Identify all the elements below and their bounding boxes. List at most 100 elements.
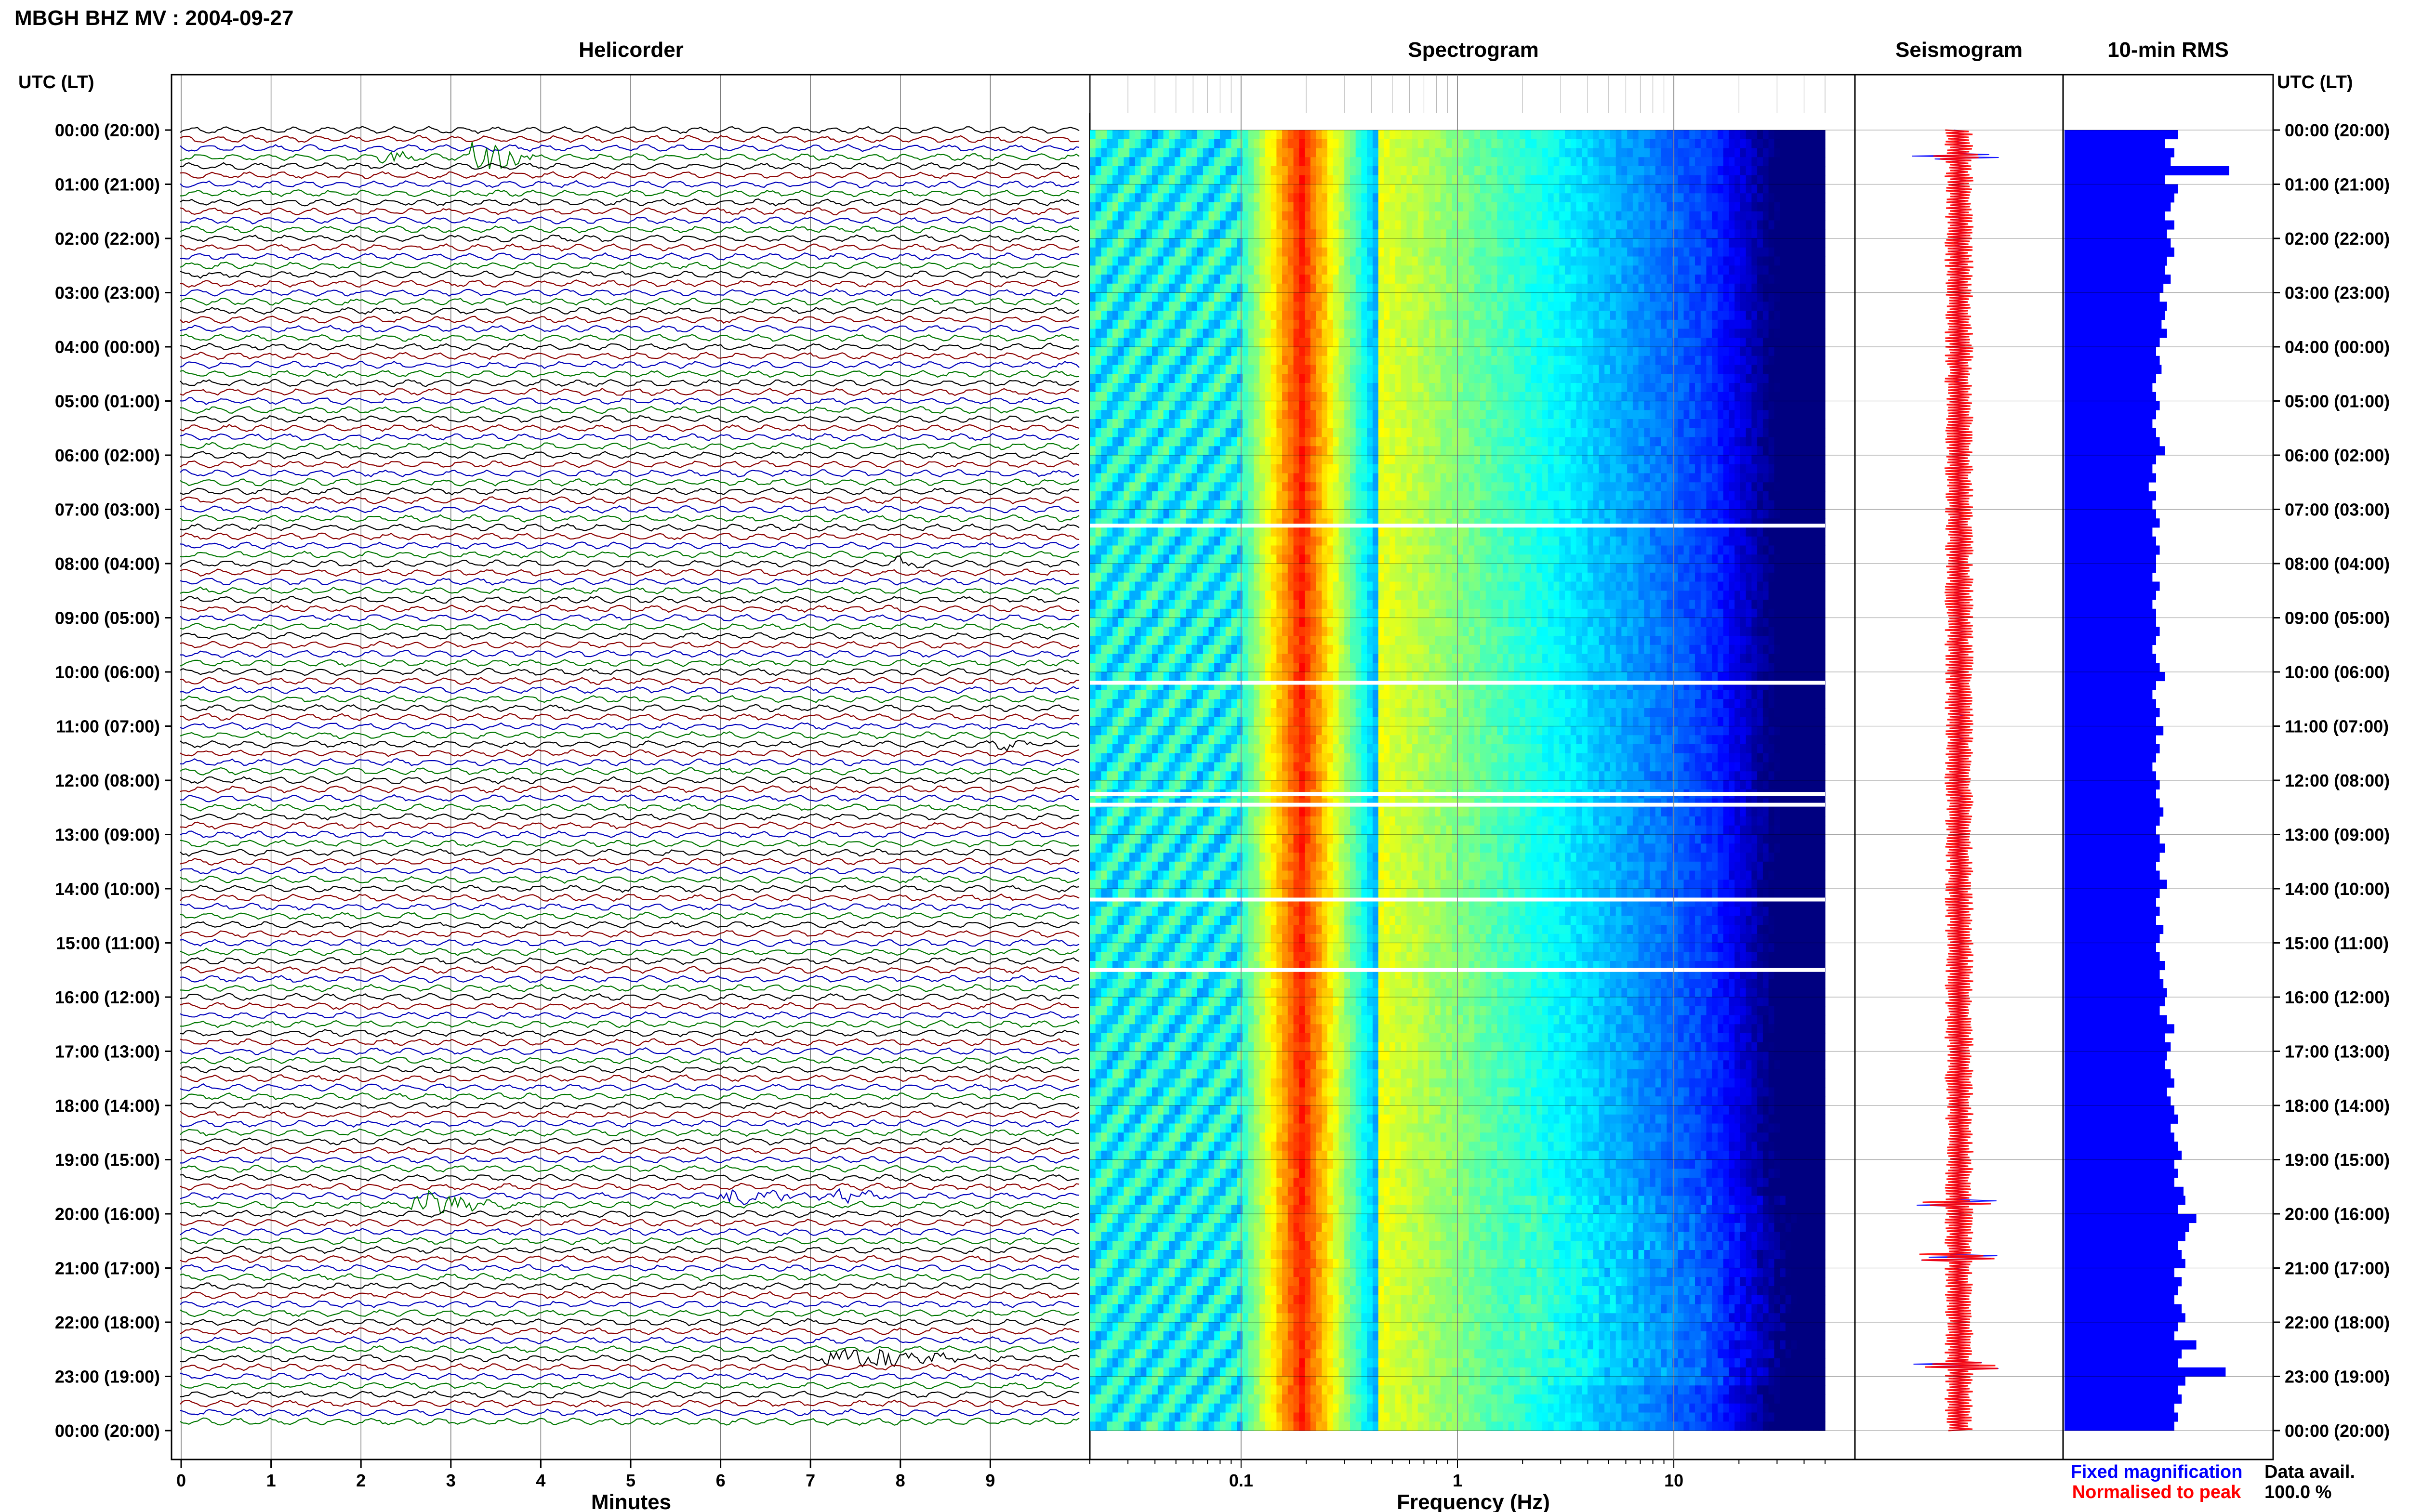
spectrogram-cell xyxy=(1350,229,1356,239)
spectrogram-cell xyxy=(1762,265,1769,275)
spectrogram-cell xyxy=(1327,374,1334,383)
spectrogram-cell xyxy=(1474,410,1481,420)
spectrogram-cell xyxy=(1565,428,1571,438)
spectrogram-cell xyxy=(1095,455,1101,465)
spectrogram-cell xyxy=(1627,410,1633,420)
spectrogram-cell xyxy=(1118,437,1124,447)
spectrogram-cell xyxy=(1785,193,1792,203)
spectrogram-cell xyxy=(1638,455,1644,465)
spectrogram-cell xyxy=(1208,311,1215,320)
spectrogram-cell xyxy=(1157,446,1164,456)
spectrogram-cell xyxy=(1237,437,1243,447)
spectrogram-cell xyxy=(1480,383,1486,393)
spectrogram-cell xyxy=(1333,329,1339,338)
spectrogram-cell xyxy=(1819,437,1826,447)
spectrogram-cell xyxy=(1762,211,1769,221)
spectrogram-cell xyxy=(1293,256,1299,266)
spectrogram-cell xyxy=(1542,374,1549,383)
spectrogram-cell xyxy=(1163,292,1169,302)
spectrogram-cell xyxy=(1780,319,1786,329)
spectrogram-cell xyxy=(1248,437,1254,447)
spectrogram-cell xyxy=(1667,410,1673,420)
spectrogram-cell xyxy=(1299,166,1305,176)
spectrogram-cell xyxy=(1819,311,1826,320)
spectrogram-cell xyxy=(1700,455,1707,465)
spectrogram-cell xyxy=(1259,401,1266,410)
spectrogram-cell xyxy=(1762,329,1769,338)
spectrogram-cell xyxy=(1531,238,1537,248)
spectrogram-cell xyxy=(1305,166,1311,176)
spectrogram-cell xyxy=(1610,365,1616,374)
spectrogram-cell xyxy=(1129,202,1136,212)
spectrogram-cell xyxy=(1220,166,1226,176)
spectrogram-cell xyxy=(1322,401,1328,410)
spectrogram-cell xyxy=(1299,292,1305,302)
spectrogram-cell xyxy=(1480,347,1486,356)
spectrogram-cell xyxy=(1480,428,1486,438)
spectrogram-cell xyxy=(1740,220,1747,230)
spectrogram-cell xyxy=(1689,347,1695,356)
spectrogram-cell xyxy=(1768,392,1774,402)
spectrogram-cell xyxy=(1791,184,1797,194)
spectrogram-cell xyxy=(1802,184,1809,194)
spectrogram-cell xyxy=(1406,139,1413,149)
spectrogram-cell xyxy=(1435,130,1441,140)
spectrogram-cell xyxy=(1355,184,1362,194)
spectrogram-cell xyxy=(1480,392,1486,402)
spectrogram-cell xyxy=(1118,184,1124,194)
spectrogram-cell xyxy=(1157,139,1164,149)
spectrogram-cell xyxy=(1582,446,1588,456)
spectrogram-cell xyxy=(1700,275,1707,284)
spectrogram-cell xyxy=(1683,166,1690,176)
helicorder-trace xyxy=(180,1348,1080,1368)
spectrogram-cell xyxy=(1157,437,1164,447)
spectrogram-cell xyxy=(1406,338,1413,347)
spectrogram-cell xyxy=(1650,319,1656,329)
spectrogram-cell xyxy=(1463,130,1469,140)
spectrogram-cell xyxy=(1553,392,1560,402)
spectrogram-cell xyxy=(1440,220,1447,230)
spectrogram-cell xyxy=(1661,347,1667,356)
spectrogram-cell xyxy=(1423,175,1430,185)
spectrogram-cell xyxy=(1615,283,1622,293)
spectrogram-cell xyxy=(1254,283,1260,293)
spectrogram-cell xyxy=(1751,283,1758,293)
spectrogram-cell xyxy=(1378,229,1384,239)
spectrogram-cell xyxy=(1570,283,1577,293)
spectrogram-cell xyxy=(1542,283,1549,293)
spectrogram-cell xyxy=(1440,275,1447,284)
spectrogram-cell xyxy=(1542,437,1549,447)
spectrogram-cell xyxy=(1474,365,1481,374)
spectrogram-cell xyxy=(1610,401,1616,410)
spectrogram-cell xyxy=(1559,347,1565,356)
spectrogram-cell xyxy=(1485,166,1492,176)
spectrogram-cell xyxy=(1457,392,1464,402)
spectrogram-cell xyxy=(1542,202,1549,212)
spectrogram-cell xyxy=(1797,374,1803,383)
spectrogram-cell xyxy=(1667,302,1673,311)
spectrogram-cell xyxy=(1152,338,1158,347)
spectrogram-cell xyxy=(1762,383,1769,393)
spectrogram-cell xyxy=(1129,283,1136,293)
spectrogram-cell xyxy=(1350,329,1356,338)
spectrogram-cell xyxy=(1734,329,1741,338)
spectrogram-cell xyxy=(1350,292,1356,302)
spectrogram-cell xyxy=(1322,202,1328,212)
spectrogram-cell xyxy=(1237,184,1243,194)
spectrogram-cell xyxy=(1152,148,1158,158)
spectrogram-cell xyxy=(1090,383,1096,393)
spectrogram-cell xyxy=(1446,247,1452,257)
spectrogram-cell xyxy=(1565,292,1571,302)
spectrogram-cell xyxy=(1305,338,1311,347)
spectrogram-cell xyxy=(1491,311,1497,320)
spectrogram-cell xyxy=(1242,193,1249,203)
spectrogram-cell xyxy=(1095,437,1101,447)
spectrogram-cell xyxy=(1457,292,1464,302)
spectrogram-cell xyxy=(1542,383,1549,393)
spectrogram-cell xyxy=(1265,347,1271,356)
spectrogram-cell xyxy=(1401,319,1407,329)
spectrogram-cell xyxy=(1259,148,1266,158)
spectrogram-cell xyxy=(1542,455,1549,465)
spectrogram-cell xyxy=(1723,283,1729,293)
spectrogram-cell xyxy=(1604,446,1611,456)
